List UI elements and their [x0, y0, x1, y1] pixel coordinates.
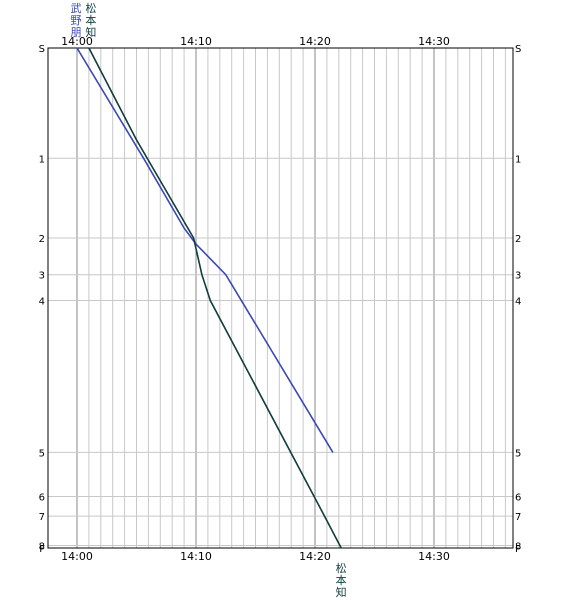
train-end-label-char: 松	[336, 561, 347, 575]
station-label-right: 7	[515, 512, 521, 523]
station-label-right: 5	[515, 448, 521, 459]
station-label-left: 7	[39, 512, 45, 523]
station-label-left: 1	[39, 154, 45, 165]
station-label-right: 2	[515, 234, 521, 245]
train-end-label-char: 本	[336, 573, 347, 587]
train-line-2	[88, 47, 342, 549]
station-label-left: 4	[39, 296, 45, 307]
train-end-label-char: 知	[336, 585, 347, 599]
station-label-right: S	[515, 44, 521, 55]
time-tick-label-bottom: 14:10	[180, 550, 212, 563]
train-start-label-char: 朋	[71, 26, 82, 39]
station-label-right: F	[515, 544, 521, 555]
station-label-right: 6	[515, 493, 521, 504]
station-label-right: 8	[515, 542, 521, 553]
station-label-left: 6	[39, 493, 45, 504]
train-start-label-char: 松	[85, 1, 96, 15]
plot-frame	[47, 47, 514, 549]
train-start-label-char: 野	[71, 14, 82, 27]
time-tick-label-top: 14:10	[180, 35, 212, 48]
station-label-left: 5	[39, 448, 45, 459]
station-label-left: 8	[39, 542, 45, 553]
station-label-left: 3	[39, 271, 45, 282]
train-start-label-char: 本	[85, 13, 96, 27]
time-tick-label-top: 14:20	[299, 35, 331, 48]
station-label-left: S	[39, 44, 45, 55]
time-tick-label-bottom: 14:00	[61, 550, 93, 563]
train-line-1	[76, 47, 334, 453]
series-lines	[76, 47, 342, 549]
station-label-left: 2	[39, 234, 45, 245]
time-tick-label-bottom: 14:30	[418, 550, 450, 563]
station-label-left: F	[39, 544, 45, 555]
time-tick-label-top: 14:00	[61, 35, 93, 48]
station-label-right: 3	[515, 271, 521, 282]
train-start-label-char: 知	[85, 25, 96, 39]
train-start-label-char: 武	[71, 2, 82, 15]
time-tick-label-top: 14:30	[418, 35, 450, 48]
axis-labels: 14:00 14:00 14:10 14:10 14:20 14:20 14:30 14:30…	[39, 35, 522, 563]
station-label-right: 1	[515, 154, 521, 165]
time-tick-label-bottom: 14:20	[299, 550, 331, 563]
grid	[48, 47, 513, 549]
station-label-right: 4	[515, 296, 521, 307]
